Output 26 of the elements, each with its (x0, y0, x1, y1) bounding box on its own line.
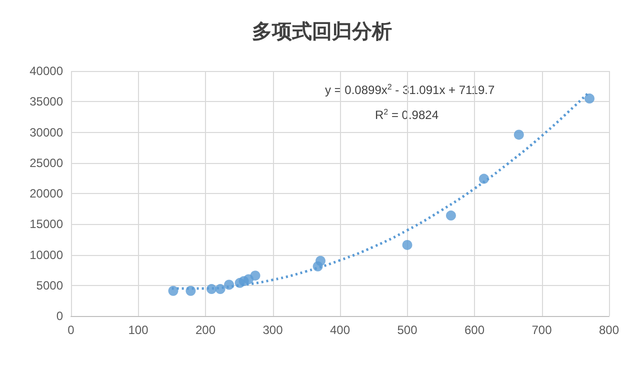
point (402, 240, 412, 250)
x-tick-label: 300 (262, 323, 284, 337)
x-tick-label: 600 (464, 323, 485, 337)
point (316, 256, 326, 266)
point (584, 94, 594, 104)
y-tick-label: 40000 (30, 64, 64, 78)
y-tick-label: 0 (56, 309, 64, 323)
x-tick-label: 700 (532, 323, 552, 337)
x-tick-label: 400 (330, 323, 350, 337)
point (250, 270, 260, 281)
chart-title: 多项式回归分析 (252, 19, 392, 43)
y-tick-label: 30000 (30, 125, 64, 140)
y-tick-label: 35000 (30, 94, 64, 109)
x-tick-label: 100 (128, 323, 149, 337)
x-tick-label: 500 (397, 323, 418, 337)
y-tick-label: 25000 (30, 156, 64, 170)
y-tick-label: 10000 (30, 248, 64, 262)
y-tick-label: 20000 (30, 186, 64, 200)
x-tick-label: 200 (195, 323, 216, 337)
point (514, 130, 524, 140)
point (168, 286, 178, 296)
y-tick-label: 15000 (30, 217, 64, 232)
y-tick-label: 5000 (36, 278, 64, 292)
x-tick-label: 800 (598, 323, 620, 337)
x-tick-label: 0 (68, 323, 75, 337)
point (446, 210, 456, 221)
